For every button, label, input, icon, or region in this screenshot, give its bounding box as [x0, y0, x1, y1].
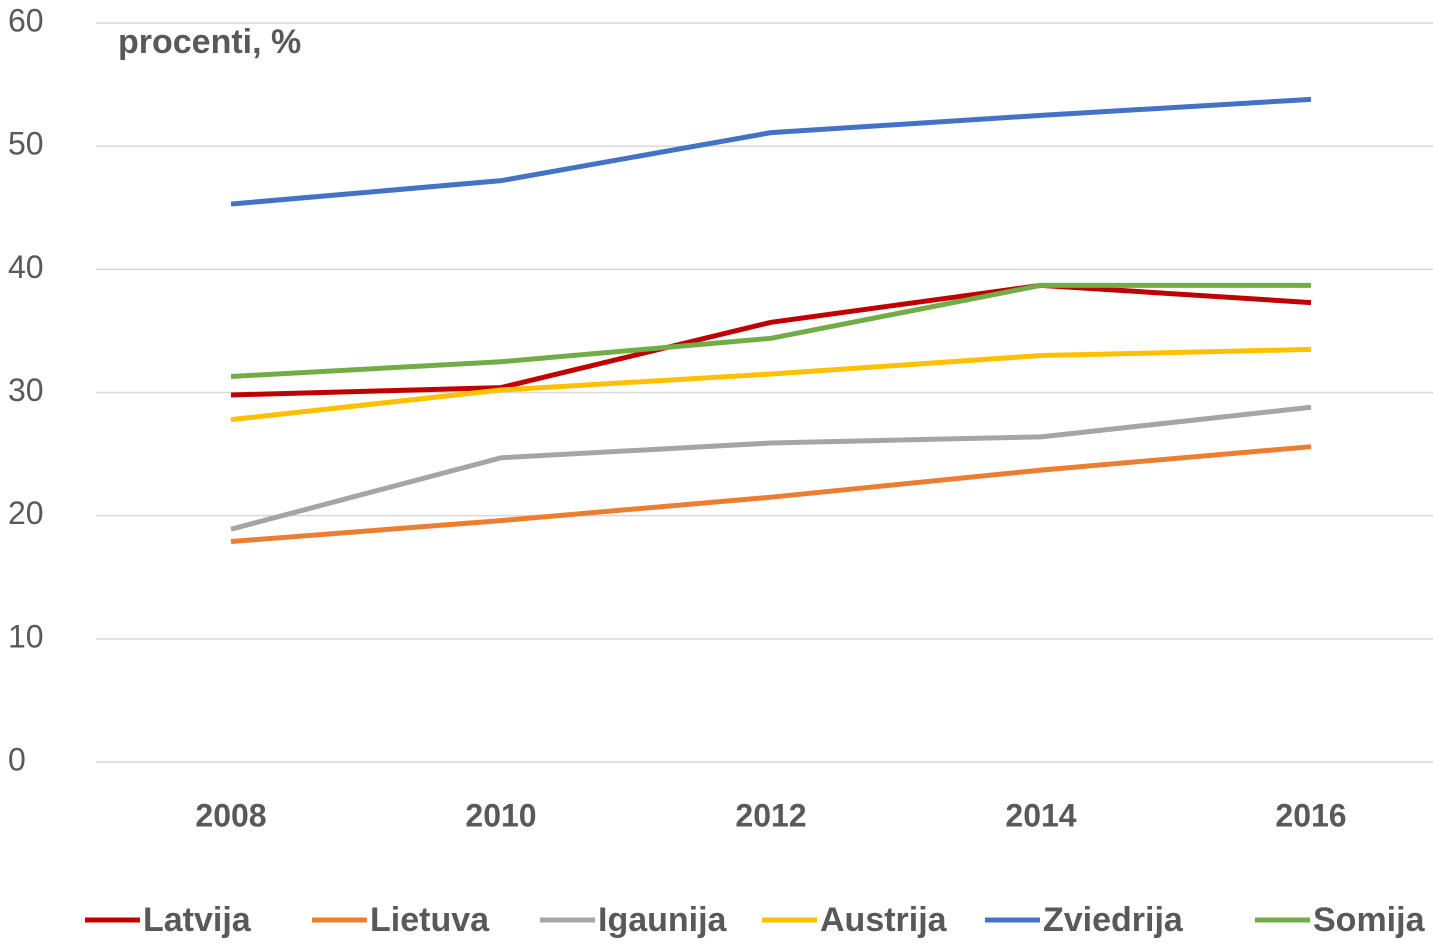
- y-tick-label: 30: [8, 372, 44, 408]
- y-axis-label: procenti, %: [118, 23, 301, 61]
- x-tick-label: 2008: [195, 797, 266, 833]
- y-tick-label: 50: [8, 126, 44, 162]
- y-tick-label: 40: [8, 249, 44, 285]
- legend-label: Igaunija: [598, 901, 728, 939]
- x-tick-label: 2014: [1005, 797, 1076, 833]
- y-tick-label: 0: [8, 741, 26, 777]
- legend-label: Zviedrija: [1043, 901, 1184, 939]
- series-line: [230, 444, 1312, 545]
- x-tick-label: 2016: [1275, 797, 1346, 833]
- legend-label: Latvija: [143, 901, 252, 939]
- y-tick-label: 60: [8, 2, 44, 38]
- series-line: [230, 282, 1311, 379]
- legend-label: Austrija: [820, 901, 948, 939]
- legend-label: Somija: [1313, 901, 1426, 939]
- x-tick-label: 2012: [735, 797, 806, 833]
- series-line: [230, 282, 1312, 398]
- x-tick-label: 2010: [465, 797, 536, 833]
- series-line: [230, 96, 1312, 207]
- series-line: [230, 404, 1312, 532]
- y-tick-label: 20: [8, 495, 44, 531]
- y-tick-label: 10: [8, 618, 44, 654]
- series-line: [230, 346, 1312, 423]
- legend-label: Lietuva: [370, 901, 490, 939]
